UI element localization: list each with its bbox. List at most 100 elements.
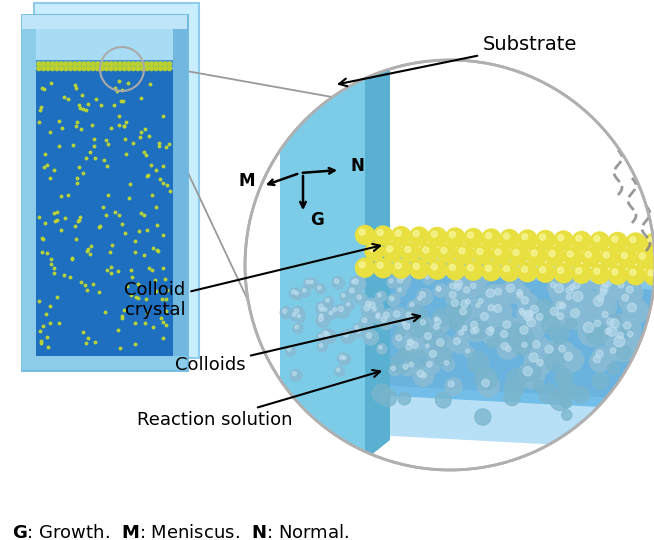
Circle shape <box>371 306 381 316</box>
Circle shape <box>293 289 303 300</box>
Circle shape <box>424 342 434 352</box>
Circle shape <box>383 242 402 261</box>
Circle shape <box>602 312 608 318</box>
Circle shape <box>118 62 122 66</box>
Circle shape <box>383 312 389 318</box>
Circle shape <box>422 247 429 253</box>
Circle shape <box>359 229 365 235</box>
Circle shape <box>589 275 595 281</box>
Circle shape <box>504 378 524 398</box>
Circle shape <box>550 389 571 410</box>
Circle shape <box>292 306 305 319</box>
Circle shape <box>411 351 428 367</box>
Circle shape <box>317 286 321 289</box>
Circle shape <box>428 260 447 279</box>
Circle shape <box>294 309 299 313</box>
Circle shape <box>421 373 426 378</box>
Circle shape <box>424 359 439 375</box>
Circle shape <box>380 309 398 326</box>
Circle shape <box>297 314 301 318</box>
Circle shape <box>131 62 135 66</box>
Circle shape <box>600 285 608 292</box>
Circle shape <box>550 325 568 343</box>
Circle shape <box>331 306 342 316</box>
Circle shape <box>127 66 131 71</box>
Circle shape <box>361 302 377 318</box>
Circle shape <box>399 347 410 358</box>
Circle shape <box>109 66 113 71</box>
Circle shape <box>623 282 643 302</box>
Text: Colloids: Colloids <box>175 314 420 374</box>
Circle shape <box>343 332 349 337</box>
Circle shape <box>339 355 344 359</box>
Circle shape <box>545 247 564 266</box>
Circle shape <box>463 287 470 293</box>
Circle shape <box>596 350 603 357</box>
Circle shape <box>460 308 467 315</box>
Circle shape <box>451 299 458 306</box>
Circle shape <box>346 302 350 306</box>
Circle shape <box>470 321 477 328</box>
Circle shape <box>473 301 485 313</box>
Circle shape <box>413 319 429 334</box>
Circle shape <box>318 316 323 321</box>
Circle shape <box>373 226 392 245</box>
Circle shape <box>369 302 375 308</box>
Circle shape <box>501 342 508 349</box>
Circle shape <box>316 301 330 316</box>
Circle shape <box>401 275 405 280</box>
Circle shape <box>477 248 483 254</box>
Circle shape <box>403 364 408 369</box>
Circle shape <box>336 304 350 318</box>
Circle shape <box>522 342 527 347</box>
Circle shape <box>360 315 373 329</box>
Circle shape <box>381 317 387 322</box>
Circle shape <box>373 313 385 324</box>
Circle shape <box>486 327 494 335</box>
Circle shape <box>356 226 375 245</box>
Circle shape <box>377 262 383 268</box>
Circle shape <box>536 231 555 249</box>
Circle shape <box>410 302 414 307</box>
Circle shape <box>608 314 621 327</box>
Circle shape <box>475 296 489 310</box>
Circle shape <box>364 305 370 310</box>
Circle shape <box>406 312 412 318</box>
Circle shape <box>292 290 296 294</box>
Circle shape <box>462 268 481 287</box>
Circle shape <box>154 62 158 66</box>
Circle shape <box>163 62 167 66</box>
Circle shape <box>417 370 424 377</box>
Circle shape <box>337 353 349 365</box>
Circle shape <box>525 348 550 374</box>
Circle shape <box>320 308 323 312</box>
Circle shape <box>485 233 492 239</box>
Circle shape <box>446 288 465 307</box>
Circle shape <box>494 288 502 295</box>
Circle shape <box>373 307 376 311</box>
Circle shape <box>533 380 544 392</box>
Circle shape <box>395 263 402 269</box>
Circle shape <box>447 299 468 321</box>
Circle shape <box>607 318 614 325</box>
Circle shape <box>608 233 627 252</box>
Circle shape <box>378 314 394 329</box>
Circle shape <box>442 358 455 371</box>
Circle shape <box>462 326 467 330</box>
Circle shape <box>551 282 556 287</box>
Circle shape <box>500 262 519 281</box>
Circle shape <box>617 346 630 360</box>
Circle shape <box>504 266 509 272</box>
Circle shape <box>400 361 415 376</box>
Circle shape <box>286 346 296 356</box>
Circle shape <box>560 303 566 309</box>
Circle shape <box>402 347 413 359</box>
Circle shape <box>413 264 419 269</box>
FancyBboxPatch shape <box>280 65 365 460</box>
Circle shape <box>572 232 591 251</box>
Text: Substrate: Substrate <box>339 36 577 86</box>
Circle shape <box>389 364 401 376</box>
Circle shape <box>333 308 337 312</box>
FancyBboxPatch shape <box>22 15 187 29</box>
Circle shape <box>489 300 512 323</box>
